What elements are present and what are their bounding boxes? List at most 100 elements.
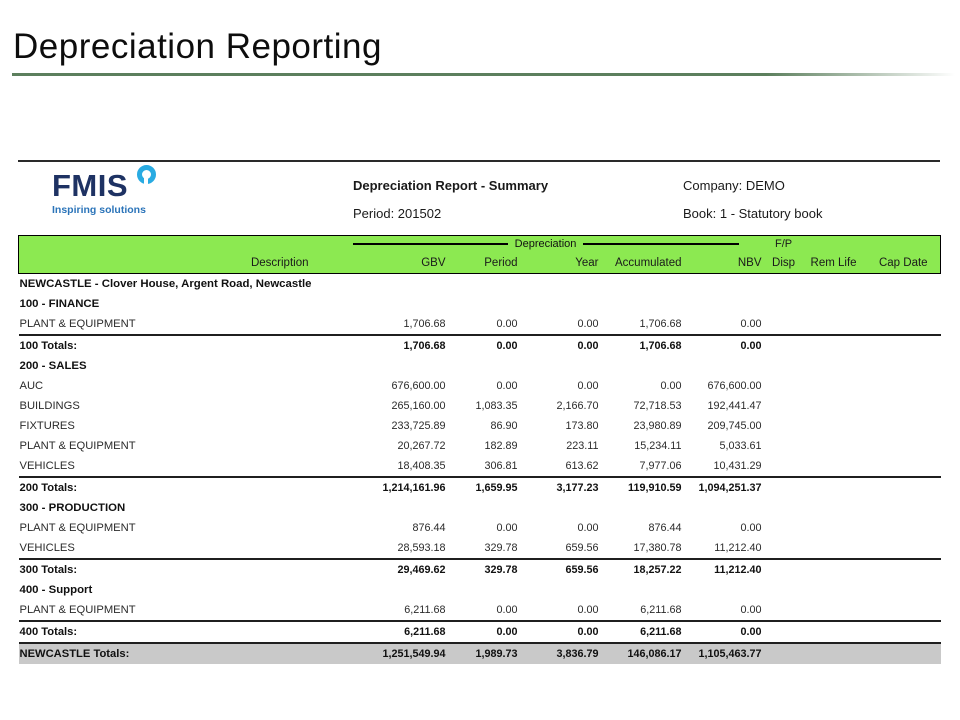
cell-disp xyxy=(766,558,801,580)
cell-disp xyxy=(767,518,801,538)
cell-rem-life xyxy=(801,538,867,559)
cell-gbv: 676,600.00 xyxy=(391,380,446,392)
cell-disp xyxy=(767,416,801,436)
cell-year: 613.62 xyxy=(565,460,599,472)
page-title: Depreciation Reporting xyxy=(13,27,382,66)
table-row: BUILDINGS 265,160.00 1,083.35 2,166.70 72,71… xyxy=(19,396,941,416)
depreciation-group-header: Depreciation xyxy=(318,235,767,252)
cell-nbv: 11,212.40 xyxy=(714,542,762,554)
cell-period: 0.00 xyxy=(496,318,518,330)
cell-period: 0.00 xyxy=(496,522,518,534)
col-header-description: Description xyxy=(18,252,319,274)
cell-gbv: 876.44 xyxy=(412,522,446,534)
cell-year: 659.56 xyxy=(522,558,604,580)
row-description: 300 Totals: xyxy=(18,558,319,580)
cell-year: 3,177.23 xyxy=(522,476,604,498)
cell-cap-date xyxy=(867,416,941,436)
cell-cap-date xyxy=(867,600,941,621)
cell-accumulated: 876.44 xyxy=(648,522,682,534)
cell-period: 0.00 xyxy=(496,380,518,392)
report-company: Company: DEMO xyxy=(683,178,785,193)
row-description: 400 - Support xyxy=(19,584,93,596)
fmis-logo-tagline: Inspiring solutions xyxy=(52,204,146,216)
row-description: 400 Totals: xyxy=(18,620,319,643)
cell-disp xyxy=(766,620,801,643)
cell-gbv: 20,267.72 xyxy=(397,440,446,452)
cell-period: 0.00 xyxy=(450,334,523,356)
totals-row: 400 Totals: 6,211.68 0.00 0.00 6,211.68 0.00 xyxy=(18,620,941,643)
depreciation-report: FMIS Inspiring solutions Depreciation Re… xyxy=(18,160,941,664)
cell-cap-date xyxy=(867,456,941,477)
cell-period: 329.78 xyxy=(450,558,523,580)
cell-nbv: 0.00 xyxy=(740,522,762,534)
cell-gbv: 6,211.68 xyxy=(404,604,446,616)
col-header-gbv: GBV xyxy=(318,252,451,274)
cell-nbv: 0.00 xyxy=(686,334,767,356)
row-description: 300 - PRODUCTION xyxy=(19,502,126,514)
cell-disp xyxy=(767,538,801,559)
group-header-spacer xyxy=(866,235,941,252)
cell-accumulated: 146,086.17 xyxy=(603,642,687,664)
cell-accumulated: 18,257.22 xyxy=(603,558,687,580)
fmis-logo: FMIS Inspiring solutions xyxy=(52,165,172,216)
table-group-header-row: Depreciation F/P xyxy=(18,235,941,252)
col-header-disp: Disp xyxy=(766,252,801,274)
cell-cap-date xyxy=(867,436,941,456)
cell-year: 0.00 xyxy=(577,380,599,392)
cell-rem-life xyxy=(800,334,867,356)
table-header-band: Depreciation F/P Description GBV Period … xyxy=(18,235,941,274)
cell-cap-date xyxy=(867,538,941,559)
cell-rem-life xyxy=(801,416,867,436)
row-description: FIXTURES xyxy=(19,420,75,432)
cell-rem-life xyxy=(800,476,867,498)
cell-rem-life xyxy=(800,558,867,580)
cell-nbv: 0.00 xyxy=(740,604,762,616)
report-title: Depreciation Report - Summary xyxy=(353,178,549,193)
cell-gbv: 233,725.89 xyxy=(391,420,446,432)
cell-year: 173.80 xyxy=(565,420,599,432)
cell-cap-date xyxy=(866,334,941,356)
cell-nbv: 209,745.00 xyxy=(707,420,762,432)
cell-rem-life xyxy=(801,436,867,456)
cell-disp xyxy=(766,334,801,356)
section-row: 200 - SALES xyxy=(19,356,941,376)
row-description: AUC xyxy=(19,380,44,392)
site-totals-row: NEWCASTLE Totals: 1,251,549.94 1,989.73 3,8… xyxy=(18,642,941,664)
row-description: PLANT & EQUIPMENT xyxy=(19,440,136,452)
cell-disp xyxy=(767,396,801,416)
cell-gbv: 18,408.35 xyxy=(397,460,446,472)
cell-cap-date xyxy=(867,376,941,396)
cell-rem-life xyxy=(800,642,867,664)
cell-year: 0.00 xyxy=(577,604,599,616)
row-description: PLANT & EQUIPMENT xyxy=(19,522,136,534)
cell-gbv: 1,706.68 xyxy=(318,334,451,356)
cell-rem-life xyxy=(801,314,867,335)
cell-disp xyxy=(767,456,801,477)
row-description: VEHICLES xyxy=(19,542,75,554)
col-header-period: Period xyxy=(450,252,523,274)
row-description: 100 Totals: xyxy=(18,334,319,356)
cell-nbv: 1,105,463.77 xyxy=(686,642,767,664)
row-description: BUILDINGS xyxy=(19,400,80,412)
cell-nbv: 0.00 xyxy=(686,620,767,643)
report-table-body: NEWCASTLE - Clover House, Argent Road, N… xyxy=(18,274,941,664)
table-row: VEHICLES 28,593.18 329.78 659.56 17,380.78 11… xyxy=(19,538,941,559)
cell-cap-date xyxy=(866,476,941,498)
cell-accumulated: 1,706.68 xyxy=(639,318,682,330)
cell-disp xyxy=(767,314,801,335)
cell-accumulated: 119,910.59 xyxy=(603,476,687,498)
cell-cap-date xyxy=(866,642,941,664)
cell-nbv: 192,441.47 xyxy=(707,400,762,412)
cell-year: 3,836.79 xyxy=(522,642,604,664)
cell-period: 0.00 xyxy=(450,620,523,643)
table-row: PLANT & EQUIPMENT 6,211.68 0.00 0.00 6,211.6… xyxy=(19,600,941,621)
cell-nbv: 1,094,251.37 xyxy=(686,476,767,498)
section-row: 300 - PRODUCTION xyxy=(19,498,941,518)
col-header-cap-date: Cap Date xyxy=(866,252,941,274)
row-description: NEWCASTLE - Clover House, Argent Road, N… xyxy=(19,278,312,290)
cell-accumulated: 17,380.78 xyxy=(633,542,682,554)
cell-nbv: 10,431.29 xyxy=(713,460,762,472)
row-description: NEWCASTLE Totals: xyxy=(18,642,319,664)
row-description: 200 Totals: xyxy=(18,476,319,498)
cell-cap-date xyxy=(866,558,941,580)
